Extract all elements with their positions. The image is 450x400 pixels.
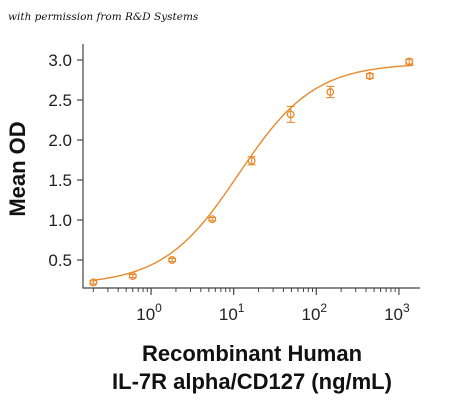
point-marker (168, 256, 177, 264)
attribution-note: with permission from R&D Systems (8, 11, 199, 23)
data-point (286, 105, 295, 123)
data-point (247, 156, 256, 166)
x-tick-exponent: 0 (155, 301, 162, 315)
x-tick-base: 10 (136, 305, 155, 324)
point-marker (208, 215, 217, 224)
data-point (89, 278, 98, 287)
x-tick-base: 10 (384, 305, 403, 324)
x-tick-exponent: 1 (238, 301, 245, 315)
y-tick-label: 0.5 (48, 251, 72, 270)
y-tick-label: 3.0 (48, 51, 72, 70)
point-marker (365, 72, 374, 80)
fit-curve (93, 64, 414, 281)
y-ticks: 0.5 1.0 1.5 2.0 2.5 3.0 (48, 51, 83, 270)
data-points (89, 57, 414, 287)
x-tick-base: 10 (219, 305, 238, 324)
x-tick-label: 100 (136, 301, 162, 324)
y-axis-label: Mean OD (5, 121, 30, 216)
x-tick-base: 10 (301, 305, 320, 324)
y-tick-label: 1.5 (48, 171, 72, 190)
x-tick-exponent: 2 (320, 301, 327, 315)
y-tick-label: 2.5 (48, 91, 72, 110)
point-marker (89, 278, 98, 287)
data-point (405, 57, 414, 66)
x-tick-label: 102 (301, 301, 327, 324)
point-marker (405, 57, 414, 66)
axes (82, 44, 420, 289)
x-tick-label: 101 (219, 301, 245, 324)
data-point (128, 272, 137, 280)
y-tick-label: 1.0 (48, 211, 72, 230)
axis-frame (82, 44, 420, 289)
x-ticks: 100 101 102 103 (92, 288, 410, 324)
data-point (208, 215, 217, 224)
x-axis-label-line2: IL-7R alpha/CD127 (ng/mL) (112, 369, 392, 394)
x-axis-label-line1: Recombinant Human (142, 341, 362, 366)
data-point (168, 256, 177, 264)
point-marker (326, 88, 335, 96)
data-point (365, 72, 374, 80)
data-point (326, 85, 335, 99)
point-marker (247, 156, 256, 165)
x-tick-exponent: 3 (403, 301, 410, 315)
point-marker (286, 110, 295, 119)
y-tick-label: 2.0 (48, 131, 72, 150)
point-marker (128, 272, 137, 280)
x-tick-label: 103 (384, 301, 410, 324)
